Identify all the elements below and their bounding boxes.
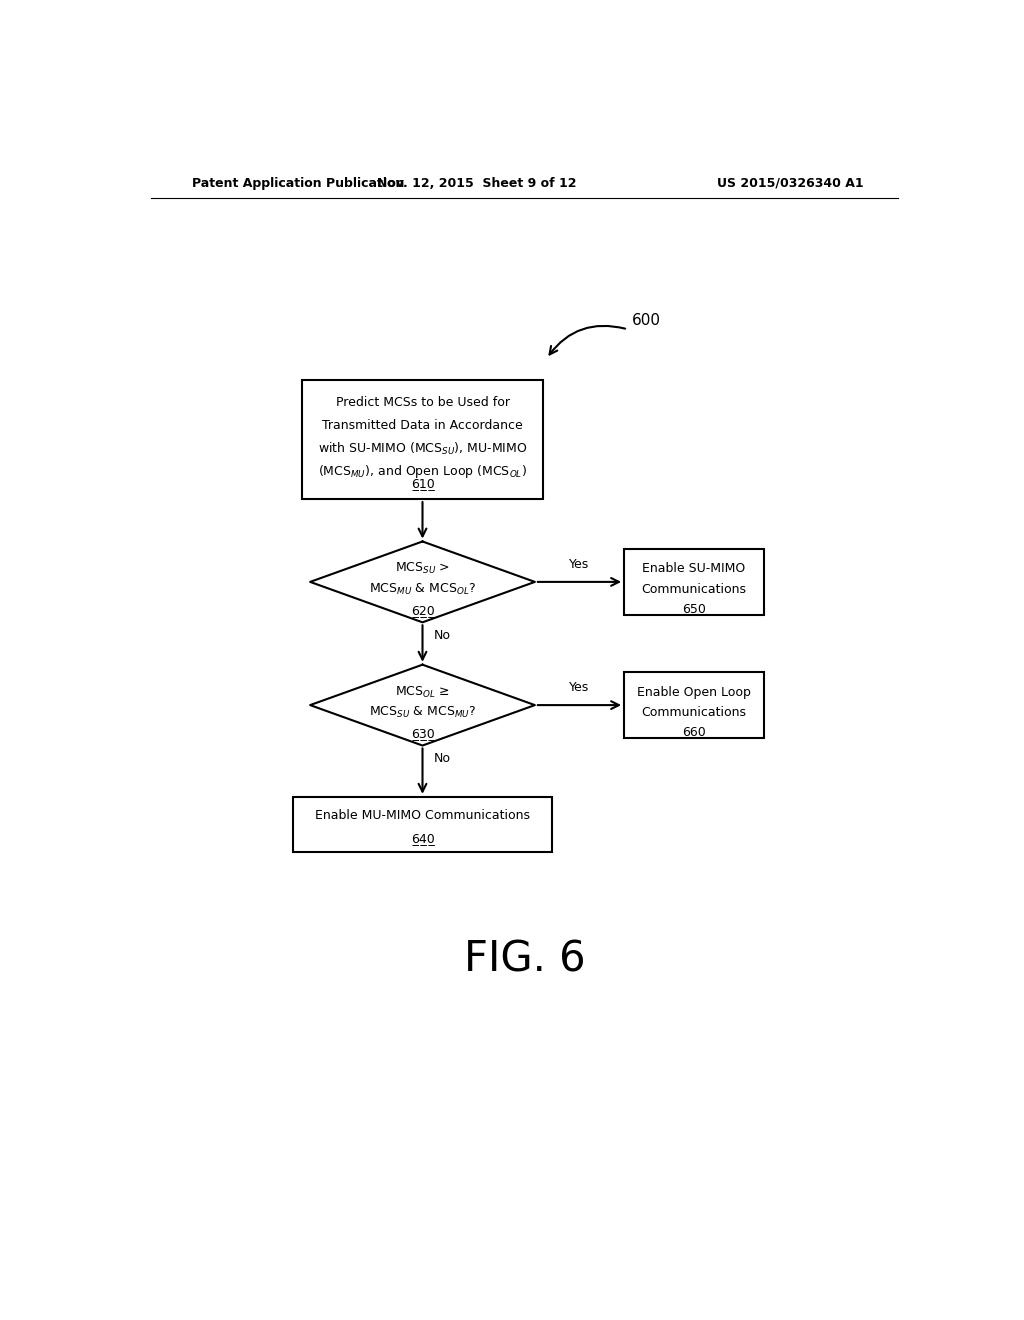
Text: (MCS$_{MU}$), and Open Loop (MCS$_{OL}$): (MCS$_{MU}$), and Open Loop (MCS$_{OL}$)	[318, 463, 527, 480]
Text: MCS$_{MU}$ & MCS$_{OL}$?: MCS$_{MU}$ & MCS$_{OL}$?	[369, 582, 476, 597]
Text: No: No	[434, 628, 452, 642]
Text: Nov. 12, 2015  Sheet 9 of 12: Nov. 12, 2015 Sheet 9 of 12	[377, 177, 577, 190]
Text: 6̲3̲0̲: 6̲3̲0̲	[411, 727, 434, 741]
Text: MCS$_{SU}$ & MCS$_{MU}$?: MCS$_{SU}$ & MCS$_{MU}$?	[369, 705, 476, 721]
Text: Communications: Communications	[641, 706, 746, 719]
Text: US 2015/0326340 A1: US 2015/0326340 A1	[717, 177, 863, 190]
Text: 6̲1̲0̲: 6̲1̲0̲	[411, 478, 434, 490]
Text: Yes: Yes	[569, 681, 590, 694]
Text: Yes: Yes	[569, 558, 590, 572]
Text: Communications: Communications	[641, 583, 746, 597]
Text: 6̲5̲0̲: 6̲5̲0̲	[682, 602, 706, 615]
Text: 6̲6̲0̲: 6̲6̲0̲	[682, 725, 706, 738]
Text: Enable Open Loop: Enable Open Loop	[637, 685, 751, 698]
Text: Transmitted Data in Accordance: Transmitted Data in Accordance	[323, 418, 523, 432]
Text: 600: 600	[632, 313, 660, 327]
Text: MCS$_{OL}$ ≥: MCS$_{OL}$ ≥	[395, 685, 450, 700]
FancyBboxPatch shape	[293, 797, 552, 853]
Text: with SU-MIMO (MCS$_{SU}$), MU-MIMO: with SU-MIMO (MCS$_{SU}$), MU-MIMO	[317, 441, 527, 457]
Text: FIG. 6: FIG. 6	[464, 939, 586, 981]
Text: Predict MCSs to be Used for: Predict MCSs to be Used for	[336, 396, 510, 409]
FancyBboxPatch shape	[302, 380, 543, 499]
Text: Enable SU-MIMO: Enable SU-MIMO	[642, 562, 745, 576]
Text: Enable MU-MIMO Communications: Enable MU-MIMO Communications	[315, 809, 530, 822]
Text: 6̲4̲0̲: 6̲4̲0̲	[411, 832, 434, 845]
FancyBboxPatch shape	[624, 672, 764, 738]
Text: MCS$_{SU}$ >: MCS$_{SU}$ >	[395, 561, 450, 577]
Text: Patent Application Publication: Patent Application Publication	[191, 177, 403, 190]
Text: 6̲2̲0̲: 6̲2̲0̲	[411, 603, 434, 616]
FancyBboxPatch shape	[624, 549, 764, 615]
Text: No: No	[434, 752, 452, 766]
